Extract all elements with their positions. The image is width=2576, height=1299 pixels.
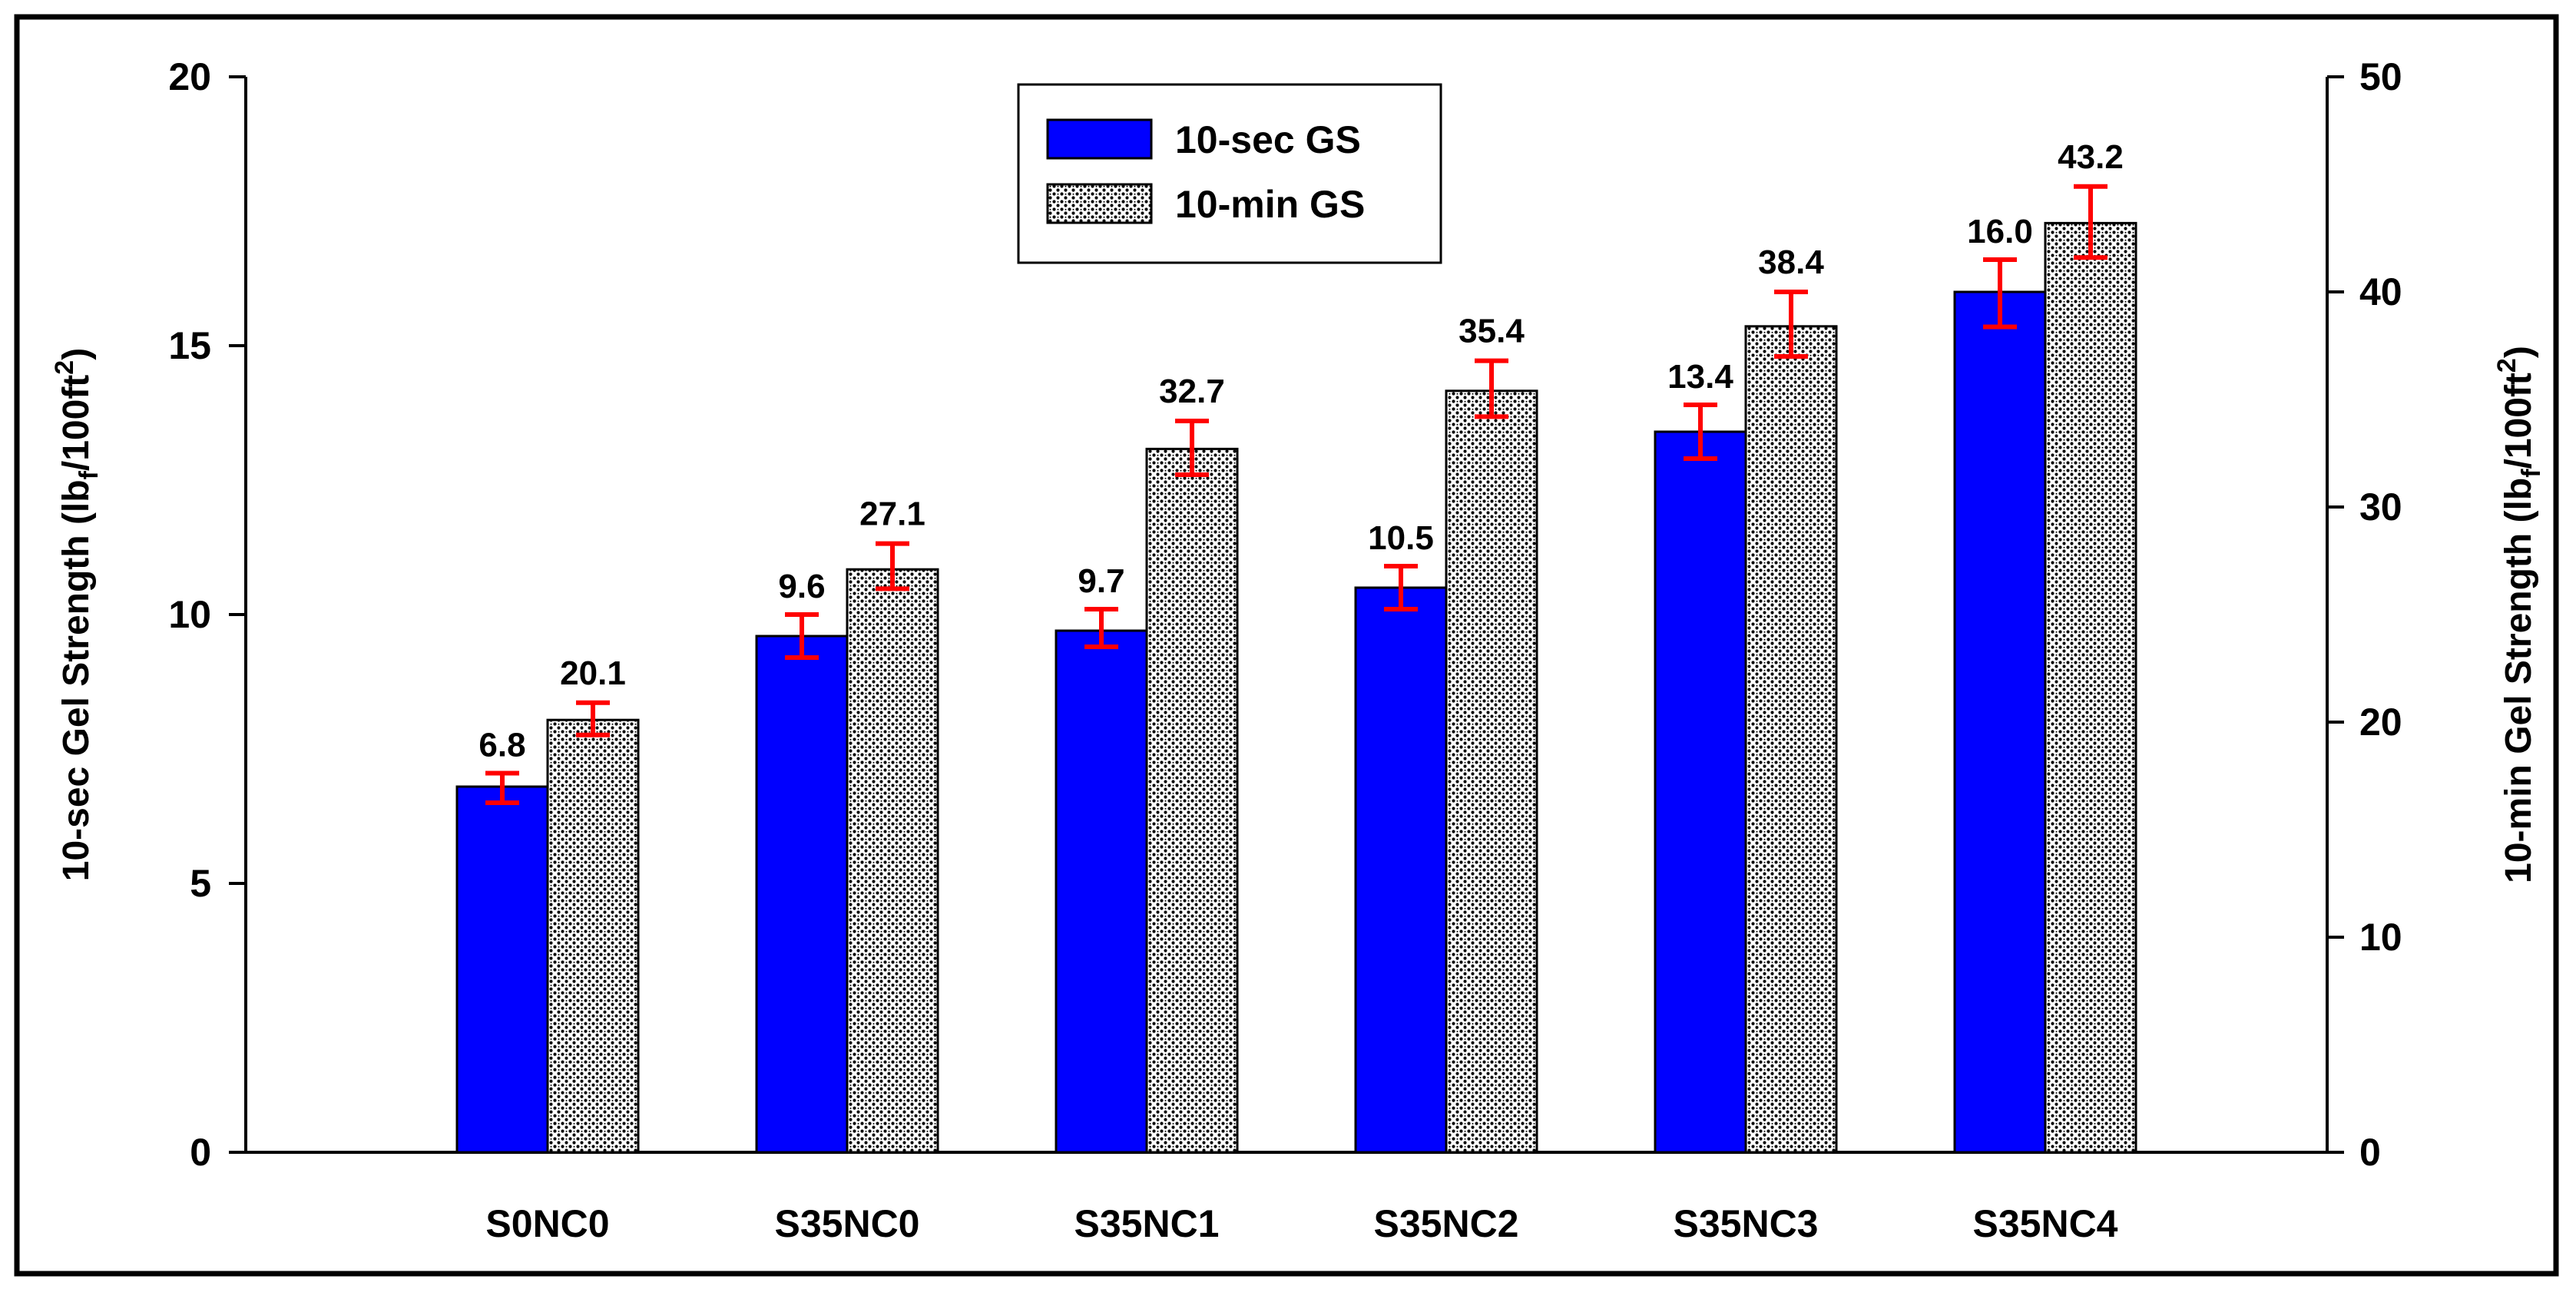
left-tick-label: 10 [168,593,211,636]
data-label-10min-s35nc0: 27.1 [859,495,925,533]
bar-10sec-s35nc4 [1953,290,2047,1154]
data-label-10sec-s35nc2: 10.5 [1368,519,1434,557]
data-label-10min-s35nc4: 43.2 [2058,138,2124,176]
right-axis-title: 10-min Gel Strength (lbf/100ft2) [2492,346,2546,883]
legend-label-10sec: 10-sec GS [1175,118,1361,161]
left-tick-label: 15 [168,324,211,367]
x-tick-label-s0nc0: S0NC0 [485,1202,609,1245]
bar-10sec-s35nc0 [755,635,849,1154]
legend-swatch-10sec [1046,118,1153,160]
legend-swatch-10min [1046,183,1153,224]
x-tick-label-s35nc4: S35NC4 [1973,1202,2118,1245]
right-tick-label: 20 [2359,701,2402,744]
left-tick-label: 0 [190,1131,211,1174]
bar-10min-s35nc0 [846,568,939,1154]
bar-10min-s0nc0 [546,718,640,1154]
bar-10min-s35nc4 [2044,221,2137,1154]
data-label-10sec-s35nc4: 16.0 [1967,213,2033,250]
legend-label-10min: 10-min GS [1175,183,1365,226]
data-label-10sec-s35nc1: 9.7 [1078,562,1124,600]
x-tick-label-s35nc0: S35NC0 [775,1202,920,1245]
data-label-10sec-s35nc0: 9.6 [778,568,825,605]
bar-10min-s35nc1 [1145,447,1239,1154]
bar-10min-s35nc2 [1445,389,1538,1154]
right-tick-label: 30 [2359,485,2402,529]
bar-10min-s35nc3 [1744,325,1838,1154]
left-tick-label: 5 [190,862,211,905]
right-tick-label: 50 [2359,55,2402,98]
bar-10sec-s0nc0 [455,785,549,1154]
bar-10sec-s35nc3 [1654,430,1747,1154]
data-label-10sec-s0nc0: 6.8 [478,727,525,764]
legend-box [1017,83,1442,264]
data-label-10min-s35nc1: 32.7 [1159,373,1225,410]
data-label-10min-s0nc0: 20.1 [560,654,626,692]
right-tick-label: 0 [2359,1131,2381,1174]
data-label-10min-s35nc3: 38.4 [1758,244,1824,281]
x-tick-label-s35nc3: S35NC3 [1674,1202,1819,1245]
right-tick-label: 40 [2359,270,2402,313]
left-axis-title: 10-sec Gel Strength (lbf/100ft2) [50,348,104,881]
left-tick-label: 20 [168,55,211,98]
bar-10sec-s35nc1 [1055,629,1148,1154]
data-label-10min-s35nc2: 35.4 [1459,313,1525,350]
data-label-10sec-s35nc3: 13.4 [1667,358,1733,396]
x-tick-label-s35nc2: S35NC2 [1374,1202,1519,1245]
right-tick-label: 10 [2359,916,2402,959]
x-tick-label-s35nc1: S35NC1 [1074,1202,1220,1245]
bar-10sec-s35nc2 [1354,586,1448,1154]
